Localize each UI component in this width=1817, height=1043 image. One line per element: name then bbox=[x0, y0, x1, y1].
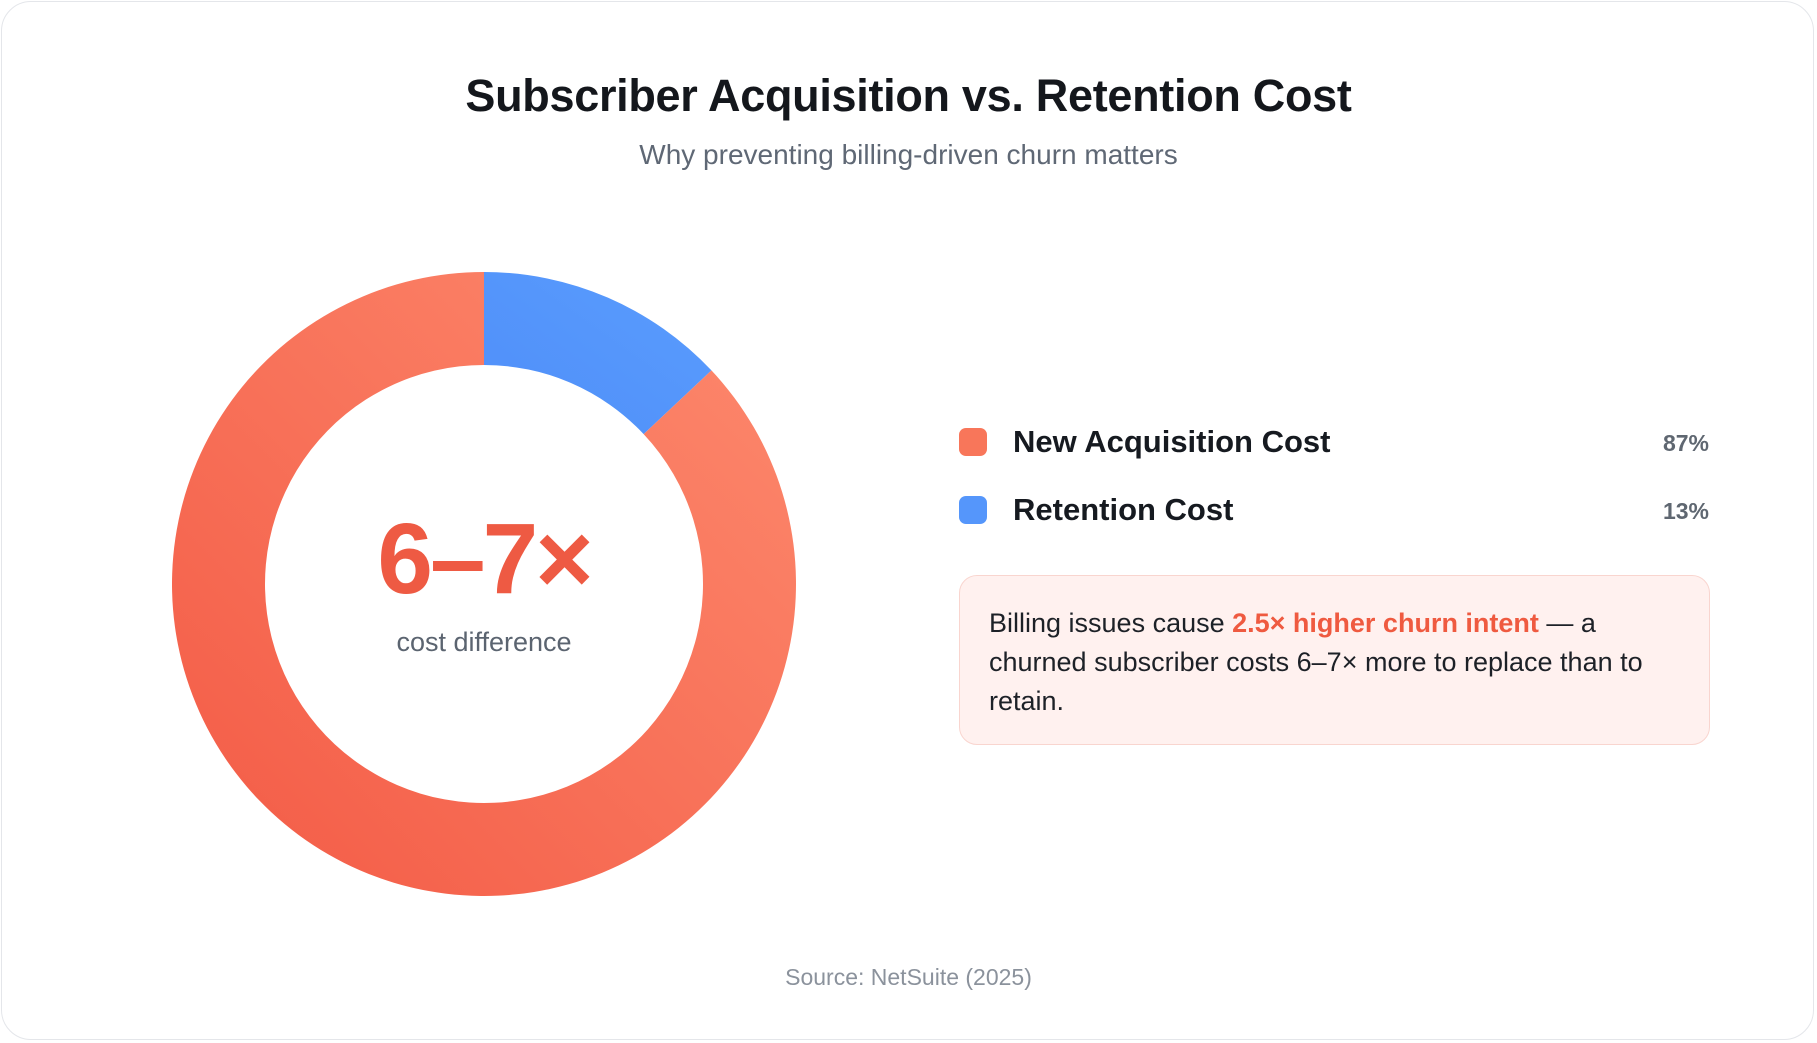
callout-text-suffix: — a churned subscriber costs 6–7× more t… bbox=[989, 608, 1643, 716]
donut-chart: 6–7× cost difference bbox=[172, 272, 796, 896]
legend-value: 13% bbox=[1662, 498, 1709, 524]
legend-swatch-new-acquisition bbox=[959, 428, 987, 456]
legend: New Acquisition Cost 87% Retention Cost … bbox=[959, 422, 1709, 558]
callout-highlight: 2.5× higher churn intent bbox=[1232, 608, 1539, 638]
legend-swatch-retention bbox=[959, 496, 987, 524]
source-note: Source: NetSuite (2025) bbox=[785, 964, 1032, 990]
legend-label: Retention Cost bbox=[1013, 492, 1234, 527]
chart-title: Subscriber Acquisition vs. Retention Cos… bbox=[465, 70, 1352, 121]
legend-value: 87% bbox=[1662, 430, 1709, 456]
donut-slices bbox=[172, 272, 796, 896]
callout-text-prefix: Billing issues cause bbox=[989, 608, 1233, 638]
center-label: cost difference bbox=[396, 627, 572, 657]
donut-svg bbox=[172, 272, 796, 896]
center-value: 6–7× bbox=[377, 503, 593, 615]
chart-subtitle: Why preventing billing-driven churn matt… bbox=[639, 139, 1178, 170]
legend-item-retention: Retention Cost 13% bbox=[959, 490, 1709, 558]
slice-retention-cost bbox=[484, 272, 712, 435]
insight-callout: Billing issues cause 2.5× higher churn i… bbox=[959, 575, 1710, 745]
slice-new-acquisition-cost bbox=[172, 272, 796, 896]
legend-item-new-acquisition: New Acquisition Cost 87% bbox=[959, 422, 1709, 490]
legend-label: New Acquisition Cost bbox=[1013, 424, 1331, 459]
